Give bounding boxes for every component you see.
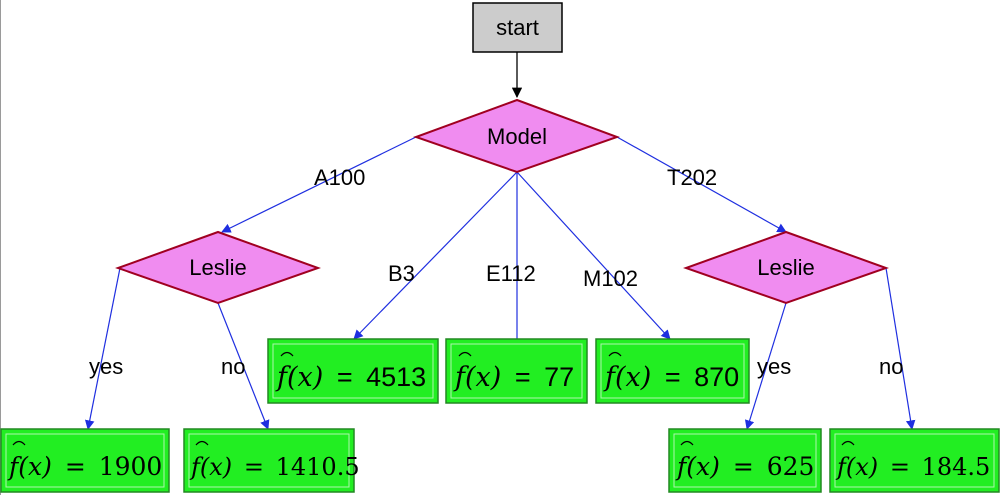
leaf-m102-equals: = [665, 362, 681, 392]
edge-label-left-no: no [221, 354, 245, 379]
leaf-m102: f(x) = 870 [595, 338, 750, 404]
svg-text:f(x) = 4513: f(x) = 4513 [275, 362, 426, 393]
edge-leslie-left-yes [84, 267, 121, 430]
leslie-left-decision-node: Leslie [115, 230, 321, 305]
edge-model-leslie-right [616, 136, 787, 233]
edge-model-b3 [353, 171, 518, 340]
leaf-left-yes-value: 1900 [99, 452, 163, 481]
leaf-left-yes-fx: f(x) [7, 452, 52, 481]
start-node-label: start [496, 15, 539, 40]
edge-leslie-right-yes [744, 302, 787, 430]
leaf-e112-equals: = [515, 362, 531, 392]
leaf-left-no-equals: = [244, 453, 264, 481]
leaf-left-yes-equals: = [65, 452, 86, 481]
edge-label-b3: B3 [388, 261, 415, 286]
leaf-left-no-fx: f(x) [189, 453, 232, 481]
leaf-b3-equals: = [337, 362, 353, 392]
model-node-label: Model [487, 124, 547, 149]
leaf-right-yes: f(x) = 625 [668, 428, 822, 493]
svg-text:f(x) = 184.5: f(x) = 184.5 [835, 453, 990, 481]
leaf-e112: f(x) = 77 [445, 338, 588, 404]
leaf-e112-fx: f(x) [453, 362, 501, 393]
edges [84, 52, 916, 430]
model-decision-node: Model [413, 98, 620, 174]
leaf-right-yes-value: 625 [767, 452, 815, 481]
edge-model-m102 [516, 171, 671, 340]
leaf-b3-fx: f(x) [275, 362, 323, 393]
edge-labels: A100 T202 B3 E112 M102 yes no yes no [89, 165, 903, 379]
leslie-left-label: Leslie [189, 255, 246, 280]
svg-text:f(x) = 870: f(x) = 870 [603, 362, 739, 393]
leaf-right-no-value: 184.5 [922, 453, 991, 481]
leslie-right-label: Leslie [757, 255, 814, 280]
edge-label-e112: E112 [486, 261, 536, 286]
svg-text:f(x) = 77: f(x) = 77 [453, 362, 574, 393]
leaf-right-no-equals: = [890, 453, 910, 481]
leaf-left-yes: f(x) = 1900 [0, 428, 170, 493]
edge-label-m102: M102 [583, 266, 638, 291]
edge-label-right-no: no [879, 354, 903, 379]
left-frame-line [0, 0, 1, 495]
edge-leslie-left-no [217, 302, 270, 430]
svg-text:f(x) = 1410.5: f(x) = 1410.5 [189, 453, 360, 481]
leaf-b3: f(x) = 4513 [267, 338, 439, 404]
leaf-right-yes-equals: = [733, 452, 754, 481]
leaf-e112-value: 77 [544, 362, 574, 392]
leaf-right-no: f(x) = 184.5 [829, 428, 1000, 493]
edge-label-right-yes: yes [757, 354, 791, 379]
svg-text:f(x) = 625: f(x) = 625 [675, 452, 814, 481]
leaf-left-no: f(x) = 1410.5 [183, 428, 360, 493]
leaf-right-no-fx: f(x) [835, 453, 878, 481]
start-node: start [472, 2, 563, 53]
edge-leslie-right-no [885, 267, 916, 430]
edge-label-left-yes: yes [89, 354, 123, 379]
edge-label-t202: T202 [667, 165, 717, 190]
edge-label-a100: A100 [314, 165, 365, 190]
leslie-right-decision-node: Leslie [683, 230, 889, 305]
leaf-b3-value: 4513 [366, 362, 426, 392]
svg-text:f(x) = 1900: f(x) = 1900 [7, 452, 162, 481]
leaf-m102-value: 870 [694, 362, 739, 392]
leaf-right-yes-fx: f(x) [675, 452, 720, 481]
leaf-left-no-value: 1410.5 [276, 453, 360, 481]
edge-model-leslie-left [221, 136, 417, 233]
leaf-m102-fx: f(x) [603, 362, 651, 393]
